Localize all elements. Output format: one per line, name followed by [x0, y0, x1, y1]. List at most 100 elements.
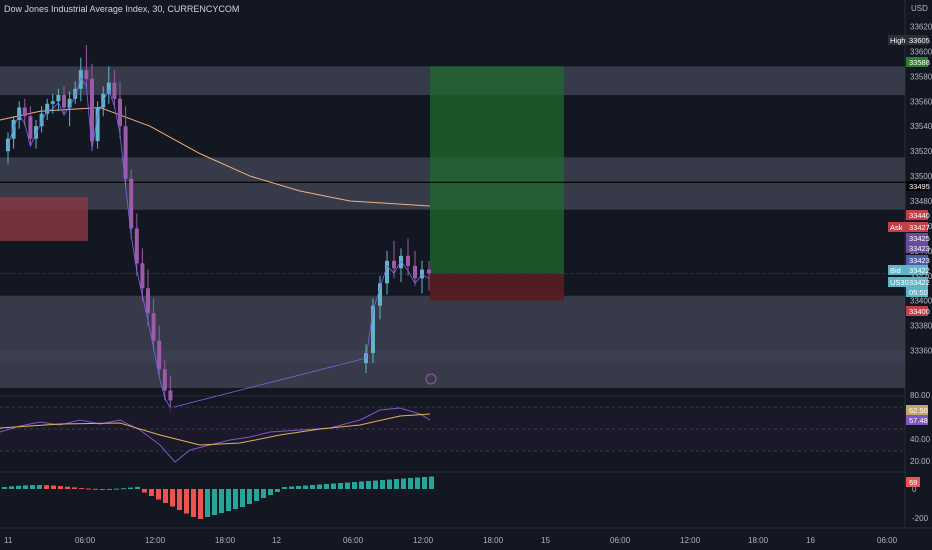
candle — [392, 260, 396, 269]
macd-bar — [65, 486, 70, 489]
macd-tick: 0 — [912, 485, 917, 494]
candle — [378, 283, 382, 306]
price-tag-label-box — [888, 222, 906, 232]
price-tag-label: High — [890, 36, 905, 45]
time-tick: 12:00 — [413, 536, 434, 545]
time-tick: 06:00 — [610, 536, 631, 545]
candle — [78, 70, 83, 89]
macd-bar — [2, 487, 7, 489]
macd-bar — [415, 477, 420, 489]
macd-bar — [387, 479, 392, 489]
candle — [106, 82, 111, 94]
rsi-tick: 20.00 — [910, 457, 931, 466]
candle — [62, 95, 66, 108]
macd-bar — [86, 488, 91, 490]
time-tick: 18:00 — [483, 536, 504, 545]
macd-bar — [240, 489, 245, 507]
price-tag-value: 33422 — [909, 278, 930, 287]
macd-bar — [261, 489, 266, 498]
macd-bar — [51, 485, 56, 489]
candle — [112, 82, 117, 99]
price-tag-value: 33588 — [909, 58, 930, 67]
macd-bar — [289, 486, 294, 489]
rsi-tick: 40.00 — [910, 435, 931, 444]
macd-bar — [121, 488, 126, 490]
candle — [118, 98, 122, 127]
time-tick: 06:00 — [75, 536, 96, 545]
candle — [420, 269, 424, 279]
macd-bar — [100, 488, 105, 490]
macd-bar — [422, 477, 427, 489]
macd-bar — [44, 485, 49, 489]
candle — [84, 70, 89, 79]
candle — [123, 126, 128, 179]
time-tick: 06:00 — [343, 536, 364, 545]
candle — [168, 390, 173, 401]
price-tag-value: 33440 — [909, 211, 930, 220]
time-tick: 12:00 — [680, 536, 701, 545]
price-tag-label-box — [888, 265, 906, 275]
macd-bar — [275, 489, 280, 492]
price-tick: 33480 — [910, 197, 932, 206]
price-tag — [906, 243, 928, 253]
macd-bar — [107, 488, 112, 490]
price-tag-value: 33495 — [909, 182, 930, 191]
macd-bar — [30, 485, 35, 489]
time-tick: 12:00 — [145, 536, 166, 545]
price-tick: 33520 — [910, 147, 932, 156]
price-tag-label: Bid — [890, 266, 901, 275]
price-tag — [906, 287, 928, 297]
candle — [157, 340, 162, 370]
price-tick: 33620 — [910, 22, 932, 31]
macd-bar — [163, 489, 168, 503]
position-target-zone — [430, 66, 564, 274]
macd-tag-value: 69 — [909, 478, 917, 487]
time-tick: 18:00 — [748, 536, 769, 545]
macd-tag — [906, 477, 920, 487]
rsi-tag-value: 62.50 — [909, 406, 928, 415]
price-tag-value: 33423 — [909, 244, 930, 253]
macd-bar — [191, 489, 196, 517]
candle — [151, 313, 156, 341]
range-zone — [0, 350, 905, 388]
price-tag — [906, 222, 928, 232]
price-tag-value: 05:50 — [909, 288, 928, 297]
macd-bar — [149, 489, 154, 496]
macd-bar — [366, 481, 371, 489]
price-tag — [906, 57, 928, 67]
price-tag — [906, 181, 928, 191]
macd-bar — [317, 484, 322, 489]
currency-label: USD — [911, 4, 928, 13]
rsi-tag — [906, 405, 928, 415]
price-tag-value: 33605 — [909, 36, 930, 45]
macd-bar — [79, 488, 84, 490]
candle — [385, 260, 389, 284]
candle — [134, 228, 139, 264]
rsi-ma-line — [0, 413, 431, 446]
rsi-tag — [906, 415, 928, 425]
macd-bar — [9, 486, 14, 489]
macd-bar — [429, 476, 434, 489]
time-tick: 15 — [541, 536, 550, 545]
candle — [28, 116, 33, 139]
candle — [406, 255, 410, 266]
chart-title: Dow Jones Industrial Average Index, 30, … — [4, 4, 240, 14]
rsi-tick: 80.00 — [910, 391, 931, 400]
macd-bar — [16, 485, 21, 489]
macd-bar — [359, 481, 364, 489]
macd-bar — [93, 488, 98, 490]
position-stop-zone — [430, 273, 564, 301]
candle — [162, 369, 167, 391]
price-tick: 33380 — [910, 322, 932, 331]
macd-bar — [212, 489, 217, 515]
macd-bar — [170, 489, 175, 507]
price-tick: 33600 — [910, 47, 932, 56]
price-tick: 33580 — [910, 72, 932, 81]
macd-bar — [23, 485, 28, 489]
macd-bar — [254, 489, 259, 501]
price-tag — [906, 255, 928, 265]
candle — [56, 95, 61, 102]
price-tag — [906, 277, 928, 287]
